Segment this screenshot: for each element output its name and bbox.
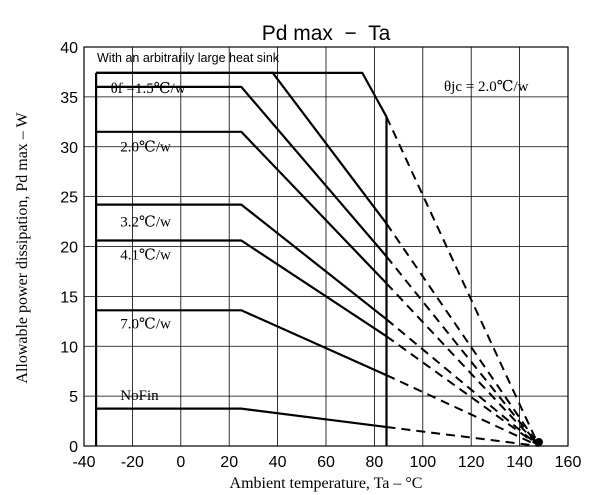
grid — [84, 47, 568, 446]
y-tick-label: 30 — [60, 140, 78, 157]
y-tick-label: 40 — [60, 40, 78, 57]
series-label: 4.1℃/w — [120, 247, 171, 263]
x-tick-label: 20 — [220, 454, 238, 471]
series-lines — [94, 71, 543, 447]
x-axis-label: Ambient temperature, Ta – °C — [230, 475, 423, 492]
series-label: θf =1.5℃/w — [111, 81, 186, 97]
series-extrapolation — [385, 222, 540, 447]
series-extrapolation — [386, 374, 540, 447]
series-line — [96, 71, 388, 225]
y-tick-label: 20 — [60, 240, 78, 257]
y-tick-label: 5 — [69, 389, 78, 406]
series-extrapolation — [386, 426, 540, 447]
theta-jc-annotation: θjc = 2.0℃/w — [444, 79, 529, 95]
x-tick-label: -40 — [72, 454, 95, 471]
heat-sink-annotation: With an arbitrarily large heat sink — [97, 51, 280, 65]
x-tick-label: 120 — [458, 454, 485, 471]
x-tick-label: 140 — [506, 454, 533, 471]
series-extrapolation — [385, 255, 540, 447]
series-line — [96, 203, 388, 321]
y-tick-label: 0 — [69, 439, 78, 456]
x-tick-label: 160 — [555, 454, 582, 471]
x-tick-label: -20 — [121, 454, 144, 471]
convergence-point — [534, 438, 543, 447]
chart-title: Pd max − Ta — [262, 22, 391, 45]
series-label: 7.0℃/w — [120, 316, 171, 332]
series-extrapolation — [385, 116, 540, 447]
series-line — [96, 130, 388, 285]
x-tick-label: 80 — [366, 454, 384, 471]
series-label: 3.2℃/w — [120, 215, 171, 231]
y-axis-label: Allowable power dissipation, Pd max – W — [14, 111, 31, 383]
series-label: 2.0℃/w — [120, 140, 171, 156]
series-extrapolation — [385, 282, 540, 447]
series-label: NoFin — [120, 388, 159, 404]
x-tick-label: 0 — [176, 454, 185, 471]
x-tick-label: 100 — [409, 454, 436, 471]
y-tick-label: 35 — [60, 90, 78, 107]
series-line — [96, 85, 388, 258]
y-tick-label: 25 — [60, 190, 78, 207]
x-tick-label: 60 — [317, 454, 335, 471]
series-line — [96, 407, 387, 429]
series-line — [96, 309, 387, 377]
series-line — [96, 239, 388, 338]
series-labels: θf =1.5℃/w 2.0℃/w 3.2℃/w 4.1℃/w 7.0℃/w NoFin — [111, 81, 186, 404]
plot-frame — [83, 46, 569, 447]
y-tick-label: 10 — [60, 339, 78, 356]
series-extrapolation — [385, 335, 540, 447]
series-extrapolation — [385, 318, 540, 447]
y-tick-label: 15 — [60, 289, 78, 306]
x-tick-label: 40 — [269, 454, 287, 471]
tick-labels: -40 -20 0 20 40 60 80 100 120 140 160 0 5 10 15 20 25 30 3… — [60, 40, 581, 471]
